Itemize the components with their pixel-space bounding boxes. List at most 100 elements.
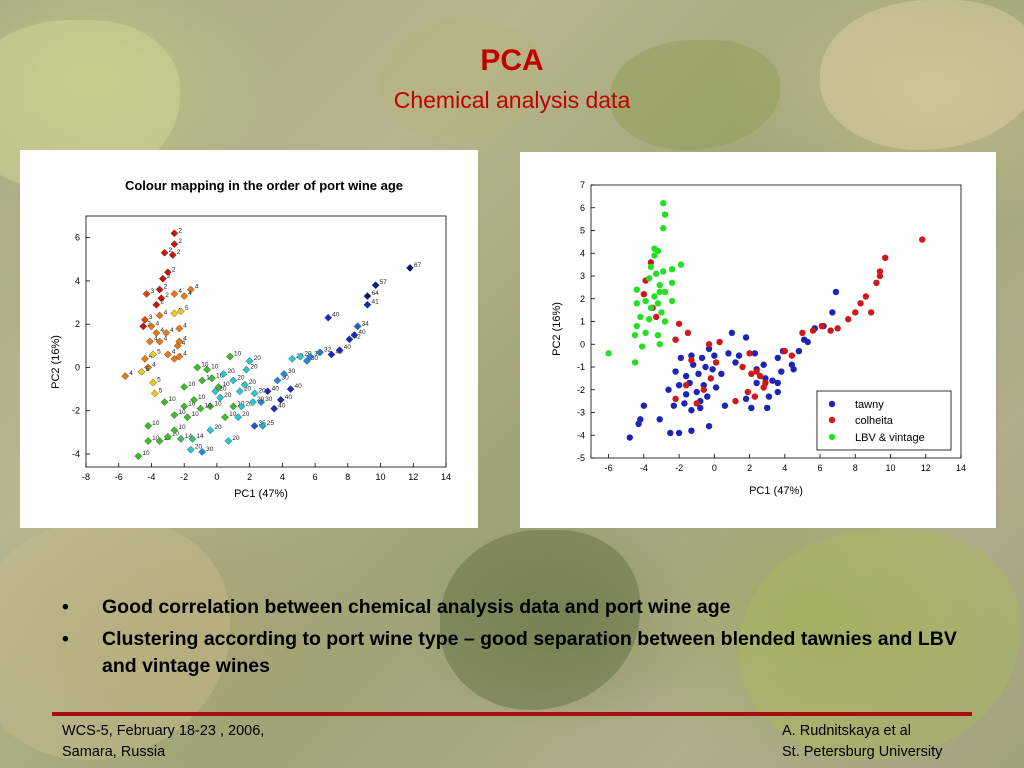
data-point-label: 41 (371, 299, 379, 306)
data-point-tawny (778, 368, 785, 375)
data-point (203, 365, 211, 374)
data-point (170, 309, 179, 318)
data-point-label: 3 (149, 314, 153, 321)
data-point (155, 311, 164, 320)
data-point-label: 20 (227, 368, 235, 375)
data-point-colheita (712, 359, 720, 366)
data-point-lbv-vintage (661, 318, 669, 325)
data-point (180, 292, 189, 300)
data-point-tawny (732, 359, 739, 366)
bullet-text: Clustering according to port wine type –… (102, 628, 957, 677)
data-point-colheita (809, 327, 817, 334)
x-axis-label: PC1 (47%) (234, 488, 288, 500)
data-point-tawny (697, 404, 704, 412)
data-point-label: 5 (146, 366, 150, 373)
data-point (190, 396, 198, 404)
data-point-tawny (682, 372, 690, 380)
data-point-label: 42 (353, 333, 361, 340)
data-point-tawny (656, 416, 663, 423)
data-point-label: 10 (188, 381, 196, 388)
data-point (162, 328, 171, 337)
data-point-label: 4 (164, 336, 168, 343)
y-tick-label: -4 (72, 449, 80, 459)
wine-type-chart-panel: PC1 (47%) PC2 (16%) -6 -4 -2 0 2 4 6 8 10 12 14 -5-… (520, 152, 996, 528)
data-point-label: 4 (183, 351, 187, 358)
x-tick-label: 12 (408, 472, 418, 482)
data-point-label: 10 (229, 411, 237, 418)
data-point-label: 40 (285, 394, 293, 401)
data-point-lbv-vintage (642, 297, 649, 305)
data-point-label: 5 (157, 348, 161, 355)
data-point-tawny (718, 370, 725, 378)
data-point (286, 385, 295, 393)
data-point (152, 328, 161, 337)
background-leaf (380, 20, 540, 140)
background-leaf (440, 530, 640, 710)
data-point-tawny (640, 402, 648, 409)
data-point (170, 411, 179, 419)
y-tick-label: 1 (580, 317, 585, 327)
data-point (221, 413, 229, 422)
data-point-label: 20 (304, 351, 312, 358)
y-tick-label: 4 (75, 276, 80, 286)
data-point-lbv-vintage (656, 281, 663, 289)
data-point (177, 307, 185, 316)
data-point-label: 2 (178, 238, 182, 245)
data-point-tawny (705, 345, 713, 352)
data-point (306, 352, 315, 361)
x-tick-label: 10 (376, 472, 386, 482)
x-tick-label: -8 (82, 472, 90, 482)
data-point-tawny (637, 416, 644, 423)
data-point (229, 402, 238, 411)
data-point-label: 30 (311, 355, 319, 362)
data-point-label: 2 (165, 292, 169, 299)
data-point-label: 10 (211, 364, 219, 371)
data-point (170, 290, 179, 298)
y-tick-label: -2 (577, 385, 585, 395)
data-point-label: 4 (129, 370, 133, 377)
data-point (353, 322, 362, 331)
x-tick-label: 8 (345, 472, 350, 482)
age-colour-chart-panel: Colour mapping in the order of port wine… (20, 150, 478, 528)
data-point-label: 10 (152, 420, 160, 427)
data-point-label: 20 (232, 435, 240, 442)
data-point (155, 437, 164, 445)
data-point-colheita (716, 338, 723, 346)
data-point-tawny (675, 429, 683, 437)
x-tick-label: 6 (818, 463, 823, 473)
data-point-tawny (665, 386, 672, 393)
data-point-label: 20 (237, 374, 245, 381)
data-point-label: 4 (178, 288, 182, 295)
data-point-label: 10 (169, 396, 177, 403)
data-point-tawny (751, 350, 759, 357)
data-point (149, 378, 157, 387)
data-point (229, 376, 238, 385)
data-point-tawny (774, 379, 781, 387)
data-point (206, 426, 215, 435)
data-point-label: 2 (172, 266, 176, 273)
data-point-label: 10 (223, 381, 231, 388)
data-point-tawny (688, 352, 695, 359)
data-point-label: 10 (152, 435, 160, 442)
data-point-tawny (832, 288, 840, 296)
data-point (160, 398, 169, 406)
data-point-lbv-vintage (658, 309, 665, 316)
legend-marker-lbv-vintage (828, 433, 836, 441)
data-point-label: 10 (178, 424, 186, 431)
data-point-label: 40 (332, 312, 340, 319)
data-point (137, 367, 146, 376)
data-point-tawny (688, 427, 695, 434)
data-point-colheita (744, 388, 752, 396)
data-point-colheita (739, 363, 746, 371)
data-point-tawny (702, 363, 709, 371)
data-point-tawny (748, 404, 755, 412)
data-point-tawny (735, 352, 743, 359)
data-point-tawny (626, 434, 633, 441)
x-tick-label: 4 (280, 472, 285, 482)
data-point-colheita (732, 397, 739, 405)
data-point-lbv-vintage (656, 341, 663, 348)
x-tick-label: -4 (147, 472, 155, 482)
chart-legend: tawny colheita LBV & vintage (816, 390, 952, 451)
data-point-label: 20 (214, 424, 222, 431)
x-tick-label: 2 (247, 472, 252, 482)
